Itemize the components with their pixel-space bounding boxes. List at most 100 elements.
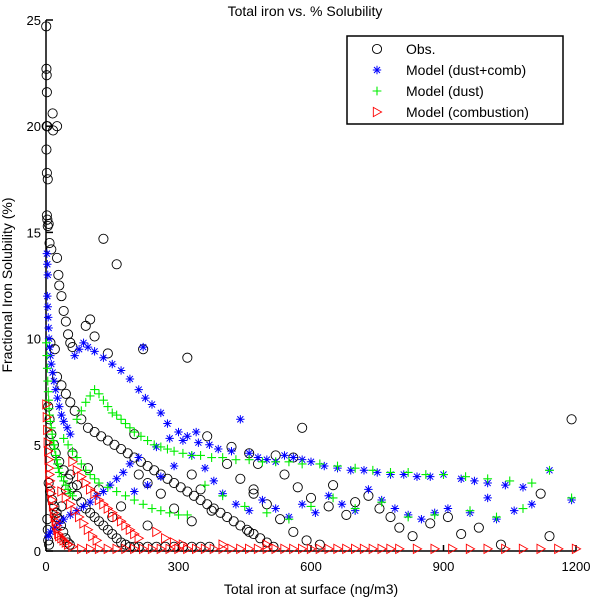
data-point: [102, 348, 113, 359]
data-point: [108, 359, 117, 369]
data-point: [54, 456, 65, 467]
data-point: [386, 543, 397, 555]
data-point: [41, 63, 52, 74]
data-point: [55, 402, 64, 411]
data-point: [152, 442, 161, 452]
data-point: [43, 260, 52, 269]
data-point: [49, 344, 60, 355]
data-point: [373, 468, 382, 477]
data-point: [43, 437, 54, 449]
data-point: [44, 445, 54, 457]
data-point: [50, 523, 60, 532]
data-point: [53, 459, 62, 469]
data-point: [65, 489, 75, 499]
data-point: [292, 482, 303, 493]
data-point: [103, 543, 114, 555]
data-point: [248, 488, 259, 499]
data-point: [284, 457, 294, 467]
data-point: [545, 465, 554, 475]
data-point: [125, 423, 135, 433]
data-point: [235, 520, 246, 531]
data-point: [121, 419, 130, 428]
data-point: [439, 470, 448, 479]
data-point: [178, 436, 188, 445]
data-point: [90, 474, 99, 484]
data-point: [301, 535, 312, 546]
data-point: [107, 511, 118, 523]
data-point: [258, 495, 267, 505]
data-point: [49, 507, 60, 519]
data-point: [80, 320, 91, 331]
data-point: [227, 543, 238, 555]
x-tick-label: 0: [42, 559, 49, 574]
data-point: [48, 494, 58, 506]
data-point: [142, 520, 153, 531]
data-point: [359, 466, 369, 475]
data-point: [59, 434, 69, 443]
data-point: [65, 469, 76, 480]
data-point: [258, 457, 267, 467]
y-axis-label: Fractional Iron Solubility (%): [0, 197, 15, 372]
data-point: [116, 366, 126, 375]
data-point: [50, 511, 61, 523]
data-point: [323, 501, 334, 512]
data-point: [57, 410, 66, 420]
data-point: [44, 237, 55, 249]
data-point: [57, 472, 66, 482]
legend-entry-label: Model (dust+comb): [406, 62, 526, 78]
data-point: [248, 484, 259, 495]
data-point: [492, 512, 501, 522]
data-point: [81, 397, 91, 407]
data-point: [202, 499, 213, 510]
data-point: [156, 442, 166, 452]
data-point: [42, 214, 53, 225]
data-point: [328, 493, 338, 503]
data-point: [341, 509, 352, 520]
data-point: [320, 461, 329, 471]
data-point: [236, 415, 245, 424]
data-point: [306, 543, 317, 555]
data-point: [483, 474, 493, 484]
data-point: [571, 543, 582, 555]
data-point: [417, 514, 426, 524]
data-point: [61, 537, 72, 548]
data-point: [186, 469, 197, 480]
data-point: [46, 417, 55, 426]
data-point: [359, 543, 370, 555]
data-point: [60, 316, 71, 327]
data-point: [125, 374, 135, 384]
data-point: [112, 474, 121, 483]
data-point: [149, 465, 160, 476]
data-point: [209, 543, 220, 555]
data-point: [501, 480, 510, 490]
data-point: [442, 511, 453, 523]
data-point: [41, 87, 52, 98]
data-point: [535, 488, 546, 499]
data-point: [42, 411, 53, 423]
data-point: [89, 427, 100, 438]
data-point: [51, 252, 63, 263]
data-point: [456, 474, 466, 483]
data-point: [182, 486, 193, 497]
data-point: [130, 487, 139, 496]
data-point: [518, 543, 529, 555]
data-point: [483, 493, 492, 503]
data-point: [51, 385, 60, 394]
data-point: [48, 368, 57, 377]
data-point: [63, 329, 74, 340]
data-point: [82, 422, 94, 433]
data-point: [125, 459, 135, 469]
data-point: [297, 422, 308, 433]
data-point: [156, 408, 166, 418]
data-point: [191, 427, 201, 437]
data-point: [206, 505, 217, 516]
data-point: [368, 465, 378, 475]
data-point: [99, 487, 108, 496]
data-point: [58, 465, 69, 476]
data-point: [94, 389, 104, 399]
data-point: [68, 456, 79, 468]
data-point: [107, 408, 117, 418]
data-point: [222, 458, 233, 469]
data-point: [289, 543, 299, 555]
data-point: [42, 249, 52, 258]
